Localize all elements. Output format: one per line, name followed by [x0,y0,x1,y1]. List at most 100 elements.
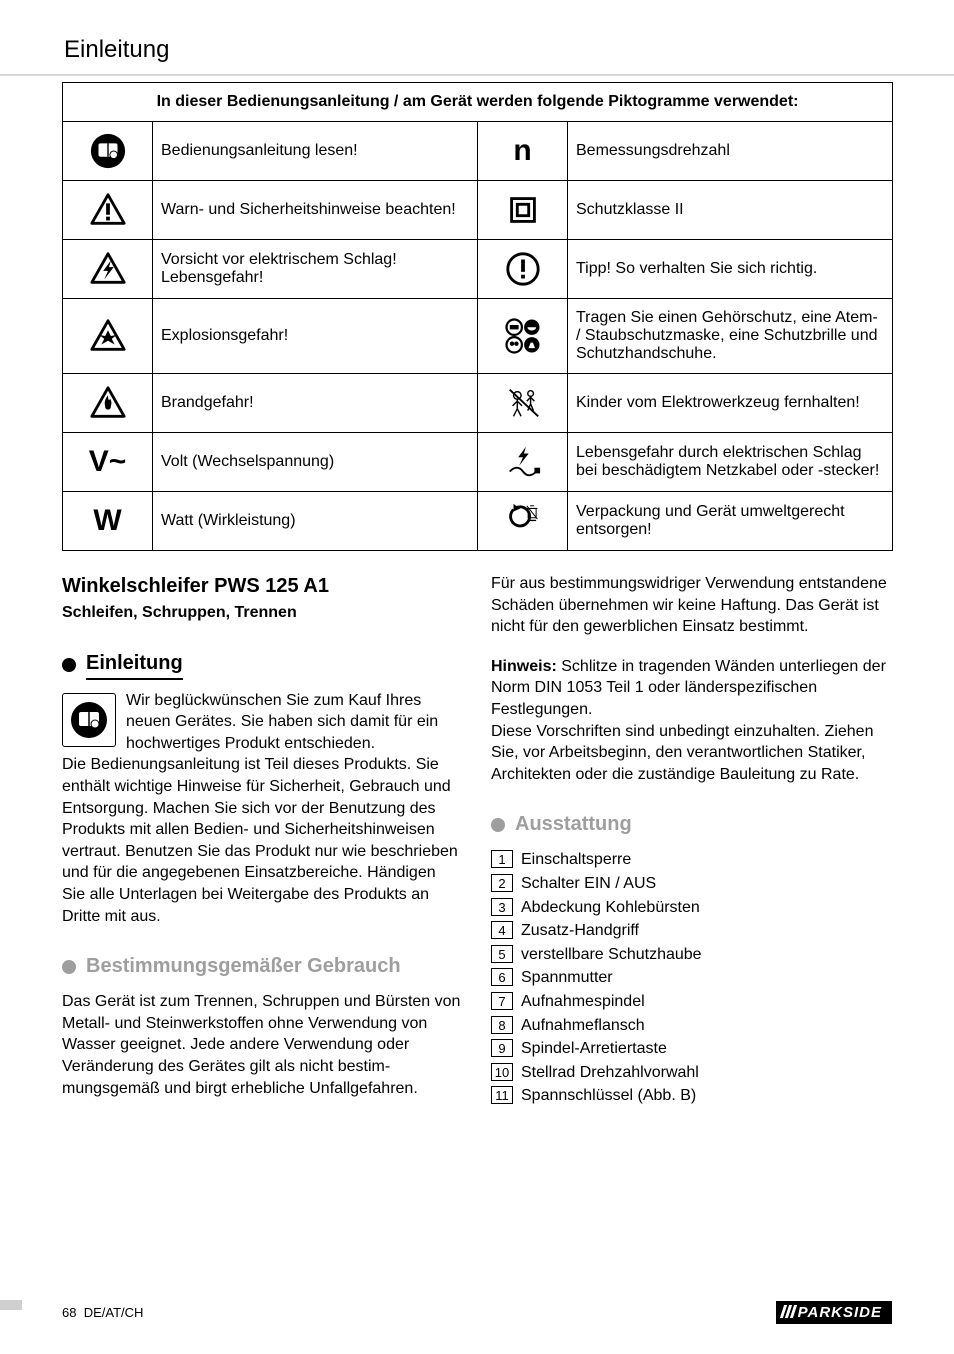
parts-list-number: 10 [491,1063,513,1081]
parts-list-label: Schalter EIN / AUS [521,873,656,895]
header-rule [0,74,954,76]
pictogram-row: V~Volt (Wechselspannung) Lebensgefahr dur… [63,433,893,492]
v-tilde-icon: V~ [63,433,153,492]
page-footer: 68 DE/AT/CH [62,1305,143,1320]
parts-list-item: 9 Spindel-Arretiertaste [491,1038,892,1060]
section-heading: Ausstattung [515,811,632,839]
right-column: Für aus bestimmungswidriger Verwendung e… [491,573,892,1109]
parts-list-label: verstellbare Schutzhaube [521,944,702,966]
pictogram-row: Brandgefahr! Kinder vom Elektrowerkzeug f… [63,374,893,433]
section-equipment: Ausstattung [491,811,892,839]
left-column: Winkelschleifer PWS 125 A1 Schleifen, Sc… [62,573,463,1109]
parts-list-item: 7 Aufnahmespindel [491,991,892,1013]
parts-list-number: 7 [491,992,513,1010]
parts-list-number: 4 [491,921,513,939]
shock-icon [63,240,153,299]
parts-list-label: Zusatz-Handgriff [521,920,639,942]
hinweis-text-2: Diese Vorschriften sind unbedingt einzuh… [491,721,892,786]
hinweis-paragraph: Hinweis: Schlitze in tragenden Wänden un… [491,656,892,721]
pictogram-text: Explosionsgefahr! [153,299,478,374]
parts-list-number: 6 [491,968,513,986]
pictogram-text: Watt (Wirkleistung) [153,492,478,551]
pictogram-text: Verpackung und Gerät umweltgerecht entso… [568,492,893,551]
section-heading: Bestimmungsgemäßer Gebrauch [86,953,401,981]
parts-list-label: Stellrad Drehzahlvorwahl [521,1062,699,1084]
read-manual-icon [62,693,116,747]
parts-list-item: 6 Spannmutter [491,967,892,989]
pictogram-text: Bemessungsdrehzahl [568,122,893,181]
brand-badge: PARKSIDE [776,1301,892,1324]
parts-list-number: 11 [491,1086,513,1104]
parts-list: 1 Einschaltsperre 2 Schalter EIN / AUS 3 Abde… [491,849,892,1107]
use-body-text: Das Gerät ist zum Trennen, Schruppen und… [62,991,463,1099]
parts-list-item: 1 Einschaltsperre [491,849,892,871]
pictogram-text: Vorsicht vor elektrischem Schlag! Lebens… [153,240,478,299]
pictogram-row: WWatt (Wirkleistung) Verpackung und Gerät… [63,492,893,551]
pictogram-text: Lebensgefahr durch elektrischen Schlag b… [568,433,893,492]
product-title: Winkelschleifer PWS 125 A1 [62,573,463,600]
parts-list-item: 10 Stellrad Drehzahlvorwahl [491,1062,892,1084]
pictogram-row: Warn- und Sicherheitshinweise beachten! S… [63,181,893,240]
class2-icon [478,181,568,240]
page-lang: DE/AT/CH [84,1305,144,1320]
tip-icon [478,240,568,299]
parts-list-label: Aufnahmespindel [521,991,645,1013]
parts-list-label: Spannmutter [521,967,613,989]
pictogram-text: Warn- und Sicherheitshinweise beachten! [153,181,478,240]
parts-list-number: 5 [491,945,513,963]
parts-list-label: Spindel-Arretiertaste [521,1038,667,1060]
bullet-icon [491,818,505,832]
parts-list-number: 9 [491,1039,513,1057]
parts-list-number: 3 [491,898,513,916]
parts-list-label: Aufnahmeflansch [521,1015,645,1037]
pictogram-row: Explosionsgefahr! Tragen Sie einen Gehörs… [63,299,893,374]
parts-list-item: 2 Schalter EIN / AUS [491,873,892,895]
brand-name: PARKSIDE [798,1304,882,1321]
parts-list-number: 2 [491,874,513,892]
pictogram-table: In dieser Bedienungsanleitung / am Gerät… [62,82,893,551]
section-einleitung: Einleitung [62,650,463,680]
recycle-icon [478,492,568,551]
parts-list-label: Abdeckung Kohlebürsten [521,897,700,919]
parts-list-item: 3 Abdeckung Kohlebürsten [491,897,892,919]
use-continued-text: Für aus bestimmungswidriger Verwendung e… [491,573,892,638]
parts-list-item: 8 Aufnahmeflansch [491,1015,892,1037]
parts-list-item: 4 Zusatz-Handgriff [491,920,892,942]
intro-lead-text: Wir beglückwünschen Sie zum Kauf Ihres n… [126,692,438,752]
pictogram-row: Bedienungsanleitung lesen!nBemessungsdre… [63,122,893,181]
fire-icon [63,374,153,433]
pictogram-text: Schutzklasse II [568,181,893,240]
parts-list-number: 1 [491,850,513,868]
parts-list-item: 5 verstellbare Schutzhaube [491,944,892,966]
pictogram-text: Bedienungsanleitung lesen! [153,122,478,181]
bullet-icon [62,960,76,974]
hinweis-label: Hinweis: [491,658,557,675]
pictogram-text: Kinder vom Elektrowerkzeug fernhalten! [568,374,893,433]
cord-icon [478,433,568,492]
intro-body-text: Die Bedienungsanleitung ist Teil dieses … [62,754,463,927]
parts-list-label: Spannschlüssel (Abb. B) [521,1085,696,1107]
page-tab [0,1300,22,1310]
pictogram-text: Brandgefahr! [153,374,478,433]
read-manual-icon [63,122,153,181]
page-header: Einleitung [64,36,892,64]
ppe-icon [478,299,568,374]
nokids-icon [478,374,568,433]
section-use: Bestimmungsgemäßer Gebrauch [62,953,463,981]
pictogram-text: Volt (Wechselspannung) [153,433,478,492]
section-heading: Einleitung [86,650,183,680]
pictogram-table-title: In dieser Bedienungsanleitung / am Gerät… [63,83,893,122]
brand-stripes-icon [782,1305,795,1318]
parts-list-item: 11 Spannschlüssel (Abb. B) [491,1085,892,1107]
parts-list-label: Einschaltsperre [521,849,631,871]
pictogram-text: Tipp! So verhalten Sie sich richtig. [568,240,893,299]
pictogram-text: Tragen Sie einen Gehörschutz, eine Atem-… [568,299,893,374]
n-icon: n [478,122,568,181]
product-subtitle: Schleifen, Schruppen, Trennen [62,602,463,624]
pictogram-row: Vorsicht vor elektrischem Schlag! Lebens… [63,240,893,299]
explosion-icon [63,299,153,374]
bullet-icon [62,658,76,672]
parts-list-number: 8 [491,1016,513,1034]
warning-icon [63,181,153,240]
w-icon: W [63,492,153,551]
